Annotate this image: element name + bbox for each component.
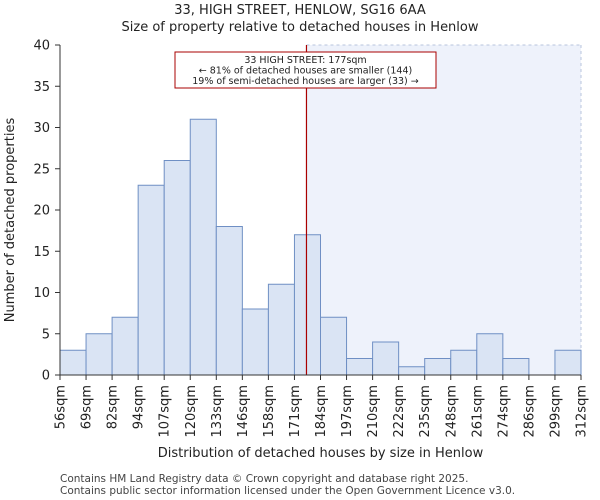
y-tick-label: 25 bbox=[33, 162, 50, 177]
x-tick-label: 107sqm bbox=[158, 385, 173, 438]
histogram-bar bbox=[85, 333, 113, 376]
x-axis-title: Distribution of detached houses by size … bbox=[158, 446, 484, 461]
y-tick-label: 35 bbox=[33, 80, 50, 95]
histogram-chart: 0 5 10 15 20 25 30 35 40 56sqm 69sqm 82sqm 94sqm 107s… bbox=[3, 39, 590, 462]
x-tick-label: 120sqm bbox=[184, 385, 199, 438]
x-tick-label: 261sqm bbox=[470, 385, 485, 438]
x-tick-label: 184sqm bbox=[314, 385, 329, 438]
x-tick-label: 171sqm bbox=[288, 385, 303, 438]
x-tick-label: 56sqm bbox=[54, 385, 69, 429]
annotation-smaller: ← 81% of detached houses are smaller (14… bbox=[199, 66, 412, 77]
x-tick-label: 286sqm bbox=[522, 385, 537, 438]
x-tick-label: 94sqm bbox=[132, 385, 147, 429]
histogram-bar bbox=[372, 341, 400, 376]
histogram-bar bbox=[137, 184, 165, 376]
histogram-bar bbox=[267, 283, 295, 376]
x-tick-label: 146sqm bbox=[236, 385, 251, 438]
y-tick-label: 20 bbox=[33, 204, 50, 219]
y-tick-label: 30 bbox=[33, 121, 50, 136]
x-tick-label: 69sqm bbox=[80, 385, 95, 429]
y-tick-label: 40 bbox=[33, 39, 50, 54]
annotation-box bbox=[174, 51, 437, 89]
histogram-bar bbox=[398, 366, 426, 376]
histogram-bar bbox=[320, 316, 348, 376]
histogram-bar bbox=[554, 349, 582, 376]
histogram-bar bbox=[424, 358, 452, 376]
histogram-bar bbox=[111, 316, 139, 376]
x-tick-label: 248sqm bbox=[444, 385, 459, 438]
y-tick-label: 15 bbox=[33, 245, 50, 260]
y-tick-label: 10 bbox=[33, 286, 50, 301]
histogram-bar bbox=[163, 160, 191, 376]
highlight-region bbox=[306, 45, 581, 375]
x-tick-label: 222sqm bbox=[392, 385, 407, 438]
histogram-bar bbox=[293, 234, 322, 376]
annotation-title: 33 HIGH STREET: 177sqm bbox=[244, 55, 366, 66]
x-tick-label: 197sqm bbox=[340, 385, 355, 438]
x-tick-label: 274sqm bbox=[496, 385, 511, 438]
y-axis-title: Number of detached properties bbox=[3, 118, 18, 323]
footer-licence: Contains public sector information licen… bbox=[60, 485, 516, 497]
x-tick-label: 312sqm bbox=[575, 385, 590, 438]
x-tick-label: 235sqm bbox=[418, 385, 433, 438]
y-tick-label: 0 bbox=[42, 369, 50, 384]
histogram-bar bbox=[502, 358, 530, 376]
annotation-larger: 19% of semi-detached houses are larger (… bbox=[192, 76, 419, 87]
x-tick-label: 133sqm bbox=[210, 385, 225, 438]
histogram-bar bbox=[450, 349, 478, 376]
histogram-bar bbox=[476, 333, 504, 376]
x-tick-label: 299sqm bbox=[548, 385, 563, 438]
histogram-bar bbox=[189, 118, 217, 376]
footer-copyright: Contains HM Land Registry data © Crown c… bbox=[60, 473, 469, 485]
histogram-bar bbox=[59, 349, 87, 376]
chart-title-address: 33, HIGH STREET, HENLOW, SG16 6AA bbox=[174, 3, 426, 18]
chart-title-subtitle: Size of property relative to detached ho… bbox=[121, 20, 479, 35]
histogram-bar bbox=[241, 308, 269, 376]
histogram-bar bbox=[346, 358, 374, 376]
x-tick-label: 210sqm bbox=[366, 385, 381, 438]
x-tick-label: 158sqm bbox=[262, 385, 277, 438]
y-tick-label: 5 bbox=[42, 327, 50, 342]
histogram-bar bbox=[215, 226, 243, 376]
x-tick-label: 82sqm bbox=[106, 385, 121, 429]
